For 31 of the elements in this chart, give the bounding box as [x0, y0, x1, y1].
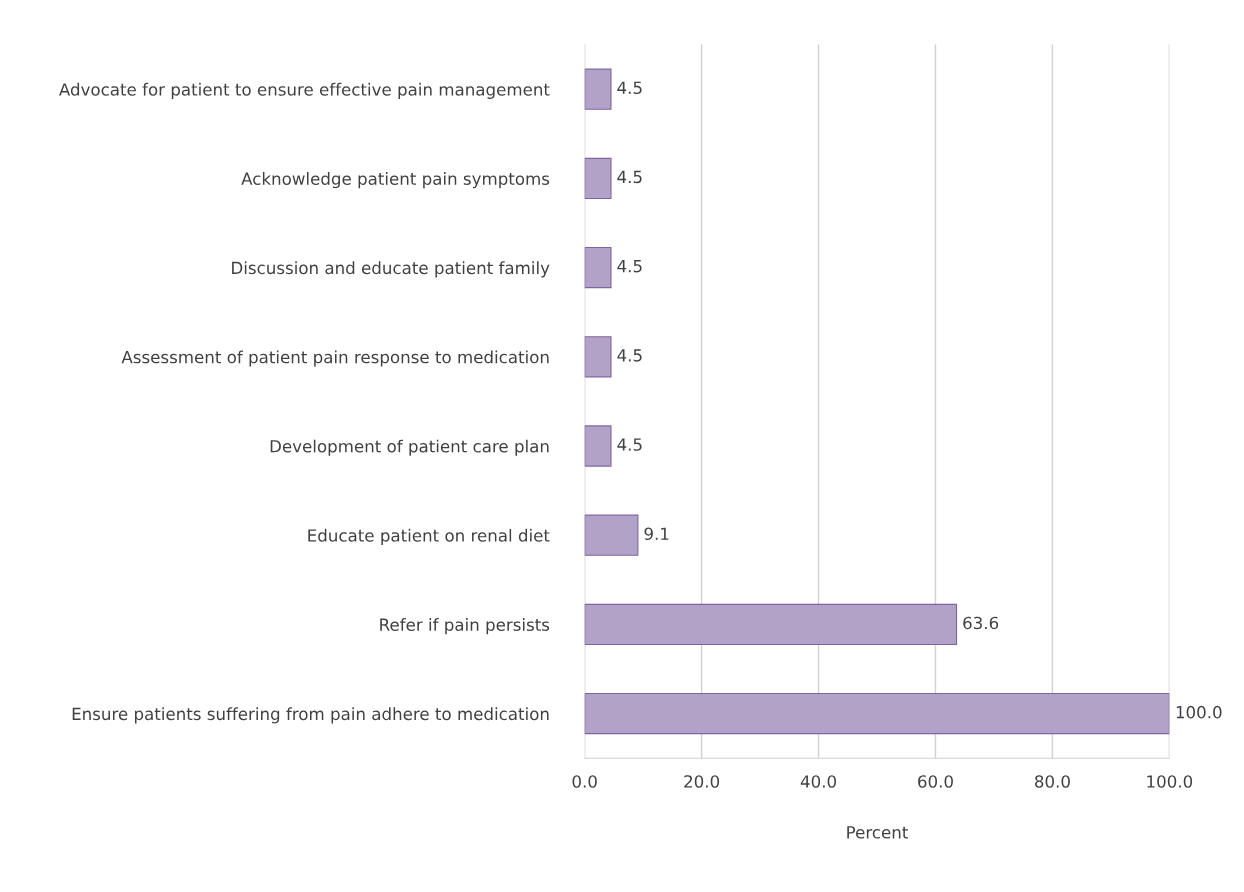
bar: [584, 603, 958, 646]
data-label: 63.6: [963, 616, 999, 630]
x-tick-label: 40.0: [800, 775, 836, 788]
x-tick-label: 20.0: [684, 775, 720, 788]
data-label: 4.5: [617, 349, 642, 362]
y-tick-label: Acknowledge patient pain symptoms: [241, 172, 550, 189]
y-tick-label: Ensure patients suffering from pain adhere to medication: [72, 707, 549, 724]
y-tick-label: Assessment of patient pain response to medication: [121, 350, 549, 367]
data-label: 4.5: [617, 170, 642, 184]
bar: [584, 514, 639, 556]
data-label: 4.5: [617, 438, 642, 451]
data-label: 100.0: [1176, 705, 1222, 719]
data-label: 9.1: [644, 527, 669, 541]
x-tick-label: 0.0: [572, 775, 597, 788]
x-axis-title: Percent: [847, 826, 908, 839]
y-tick-label: Refer if pain persists: [380, 618, 550, 635]
y-tick-label: Development of patient care plan: [270, 439, 549, 456]
x-tick-label: 100.0: [1147, 775, 1193, 788]
y-tick-label: Educate patient on renal diet: [308, 528, 550, 545]
y-tick-label: Discussion and educate patient family: [232, 261, 550, 278]
data-label: 4.5: [617, 81, 642, 95]
bar: [584, 336, 612, 378]
y-tick-label: Advocate for patient to ensure effective pain management: [59, 82, 550, 99]
bar: [584, 68, 612, 110]
bar: [584, 692, 1170, 735]
bar: [584, 246, 612, 289]
bar: [584, 157, 612, 200]
x-tick-label: 60.0: [918, 775, 953, 788]
bar: [584, 425, 612, 467]
data-label: 4.5: [617, 260, 642, 273]
x-tick-label: 80.0: [1035, 775, 1070, 788]
